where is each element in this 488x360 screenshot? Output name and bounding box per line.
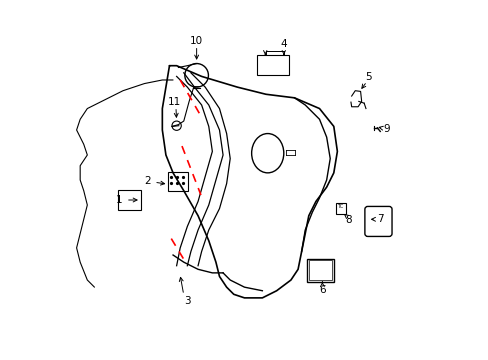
FancyBboxPatch shape (168, 172, 188, 192)
Text: 9: 9 (383, 124, 389, 134)
Text: 10: 10 (190, 36, 203, 46)
Text: 4: 4 (280, 39, 286, 49)
Text: 6: 6 (318, 285, 325, 295)
Text: 7: 7 (376, 214, 383, 224)
Text: 8: 8 (345, 215, 351, 225)
Text: 5: 5 (365, 72, 371, 82)
FancyBboxPatch shape (118, 190, 141, 210)
Text: 11: 11 (168, 97, 181, 107)
Text: 3: 3 (183, 296, 190, 306)
FancyBboxPatch shape (257, 55, 288, 75)
FancyBboxPatch shape (364, 206, 391, 237)
Text: 2: 2 (144, 176, 150, 186)
FancyBboxPatch shape (335, 203, 346, 214)
Text: 1: 1 (115, 195, 122, 205)
FancyBboxPatch shape (306, 258, 333, 282)
Text: TC: TC (336, 204, 342, 209)
FancyBboxPatch shape (308, 260, 331, 280)
